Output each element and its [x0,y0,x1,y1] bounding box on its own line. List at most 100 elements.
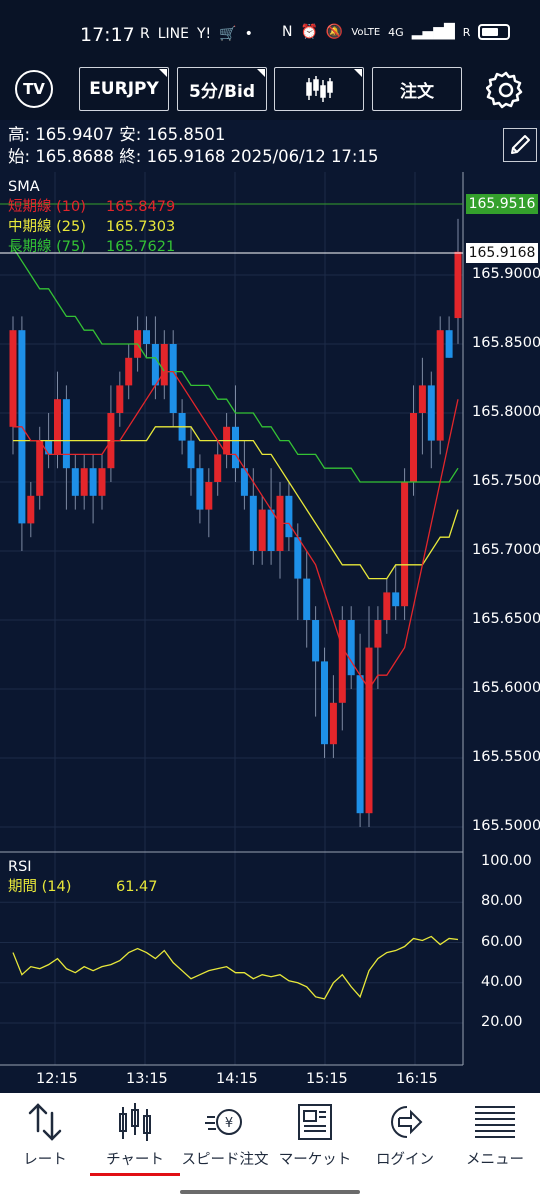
drawing-tool-button[interactable] [503,128,537,162]
nav-rate-label: レート [23,1152,67,1168]
notification-icon: R [140,26,150,42]
candle-body [374,620,382,648]
tradingview-logo-icon[interactable]: TV [15,70,53,108]
candle-body [143,330,150,344]
pencil-icon [511,135,530,154]
candle-body [240,468,248,496]
last-price-tag: 165.9168 [466,243,538,263]
chart-type-button[interactable] [274,67,364,111]
swap-arrows-icon [28,1103,62,1141]
cart-icon: 🛒 [219,26,237,42]
candle-body [418,385,426,413]
candle-body [232,426,239,469]
sma-short-name: 短期線 (10) [8,199,86,215]
sma-title: SMA [8,179,40,195]
rsi-tick-label: 80.00 [481,893,523,910]
order-button[interactable]: 注文 [372,67,462,111]
rsi-tick-label: 100.00 [481,853,532,869]
rsi-tick-label: 60.00 [481,933,523,950]
sma-short-row: 短期線 (10) 165.8479 [8,197,175,217]
time-tick-label: 15:15 [306,1071,348,1087]
status-time: 17:17 [80,24,135,46]
price-tick-label: 165.8000 [472,404,540,420]
candle-body [169,344,177,413]
sma-mid-row: 中期線 (25) 165.7303 [8,217,175,237]
candle-body [267,509,275,551]
candle-body [329,702,337,745]
alarm-icon: ⏰ [300,24,318,40]
rsi-title: RSI [8,859,32,875]
nav-login[interactable]: ログイン [360,1093,450,1173]
settings-gear-icon[interactable] [486,70,526,110]
volte-icon: VoLTE [351,26,381,38]
sma-mid-line [13,426,459,580]
candle-body [365,647,373,814]
price-tick-label: 165.7500 [472,473,540,489]
candle-body [383,592,391,620]
candle-body [410,413,417,482]
nav-rate[interactable]: レート [0,1093,90,1173]
speed-order-icon: ¥ [205,1109,242,1135]
status-system-icons: N ⏰ 🔕 VoLTE 4G ▂▄▆█ R [282,24,511,40]
price-tick-label: 165.5500 [472,749,540,765]
price-tick-label: 165.6500 [472,611,540,627]
sma-legend: SMA 短期線 (10) 165.8479 中期線 (25) 165.7303 … [8,177,175,257]
close-value: 165.9168 [146,147,226,166]
nav-menu[interactable]: メニュー [450,1093,540,1173]
bottom-navigation: レート チャート ¥ スピード注文 [0,1093,540,1200]
nav-speed-order[interactable]: ¥ スピード注文 [180,1093,270,1173]
candle-body [45,440,53,455]
price-tick-label: 165.8500 [472,335,540,351]
candle-body [54,399,61,455]
price-tick-label: 165.7000 [472,542,540,558]
candle-body [321,661,328,745]
candle-body [9,330,17,427]
chart-toolbar: TV EURJPY 5分/Bid 注文 [0,67,540,120]
candle-body [151,344,159,386]
symbol-select-button[interactable]: EURJPY [79,67,169,111]
time-tick-label: 16:15 [396,1071,438,1087]
candle-body [36,440,44,496]
price-chart[interactable] [0,170,540,1090]
high-label: 高: [8,125,31,144]
candle-body [427,385,435,441]
interval-select-button[interactable]: 5分/Bid [177,67,267,111]
sma-short-line [13,370,459,691]
mute-icon: 🔕 [325,24,344,40]
candle-body [62,399,70,469]
high-value: 165.9407 [35,125,115,144]
nav-market[interactable]: マーケット [270,1093,360,1173]
sma-short-value: 165.8479 [106,199,176,215]
candle-body [392,592,400,607]
newspaper-icon [298,1104,332,1140]
nav-speed-order-label: スピード注文 [181,1152,269,1168]
candle-body [285,495,293,538]
time-tick-label: 14:15 [216,1071,258,1087]
nav-chart[interactable]: チャート [90,1093,180,1176]
candle-body [196,468,204,510]
rsi-value: 61.47 [116,879,158,895]
candle-body [445,330,453,358]
menu-icon [475,1106,515,1138]
sma-long-name: 長期線 (75) [8,239,86,255]
candle-body [338,620,346,703]
nav-market-label: マーケット [278,1152,352,1168]
nfc-icon: N [282,24,293,40]
nav-active-indicator [90,1173,180,1176]
candle-body [116,385,124,413]
open-value: 165.8688 [35,147,115,166]
nav-login-label: ログイン [376,1152,434,1168]
rsi-tick-label: 40.00 [481,973,523,990]
nav-menu-label: メニュー [466,1152,524,1168]
time-tick-label: 13:15 [126,1071,168,1087]
candle-body [187,440,195,469]
price-tick-label: 165.6000 [472,680,540,696]
price-tick-label: 165.9000 [472,266,540,282]
rsi-legend: RSI 期間 (14) 61.47 [8,857,158,897]
status-bar: 17:17 R LINE Y! 🛒 • N ⏰ 🔕 VoLTE 4G ▂▄▆█ … [0,0,540,70]
candle-body [303,578,311,620]
status-notification-icons: R LINE Y! 🛒 • [140,26,253,42]
ohlc-info: 高: 165.9407 安: 165.8501 始: 165.8688 終: 1… [8,124,379,168]
close-label: 終: [119,147,142,166]
sma-long-row: 長期線 (75) 165.7621 [8,237,175,257]
